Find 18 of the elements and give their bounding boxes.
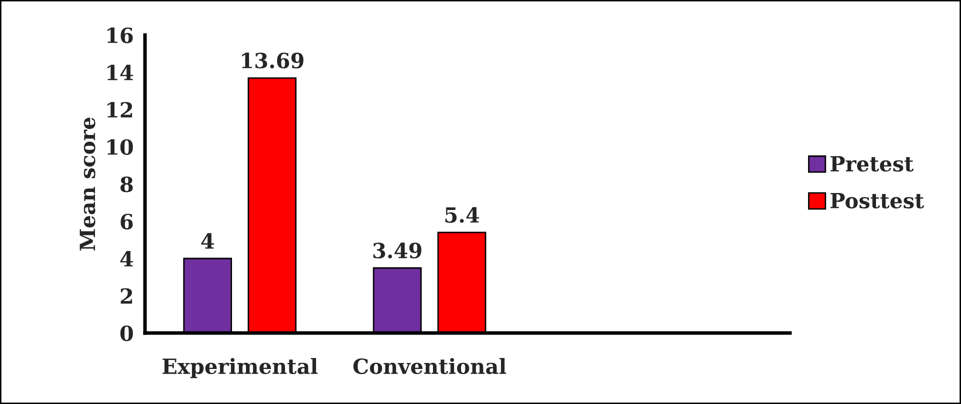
legend-label: Pretest xyxy=(830,156,914,172)
y-tick-label: 4 xyxy=(120,250,134,266)
legend-label: Posttest xyxy=(830,192,924,208)
x-tick-label: Experimental xyxy=(162,358,318,378)
x-tick-label: Conventional xyxy=(353,358,506,374)
data-label: 4 xyxy=(201,233,214,249)
y-tick-label: 0 xyxy=(120,325,133,342)
data-label: 3.49 xyxy=(373,242,422,258)
y-tick-label: 12 xyxy=(107,102,132,118)
y-tick-label: 6 xyxy=(120,214,133,230)
y-tick-label: 14 xyxy=(107,64,134,80)
y-tick-label: 2 xyxy=(120,288,132,304)
y-tick-label: 8 xyxy=(120,176,133,192)
data-label: 13.69 xyxy=(242,52,304,68)
y-tick-label: 10 xyxy=(107,139,133,155)
y-tick-label: 16 xyxy=(107,27,133,44)
data-label: 5.4 xyxy=(445,207,480,223)
y-axis-title: Mean score xyxy=(80,118,96,250)
